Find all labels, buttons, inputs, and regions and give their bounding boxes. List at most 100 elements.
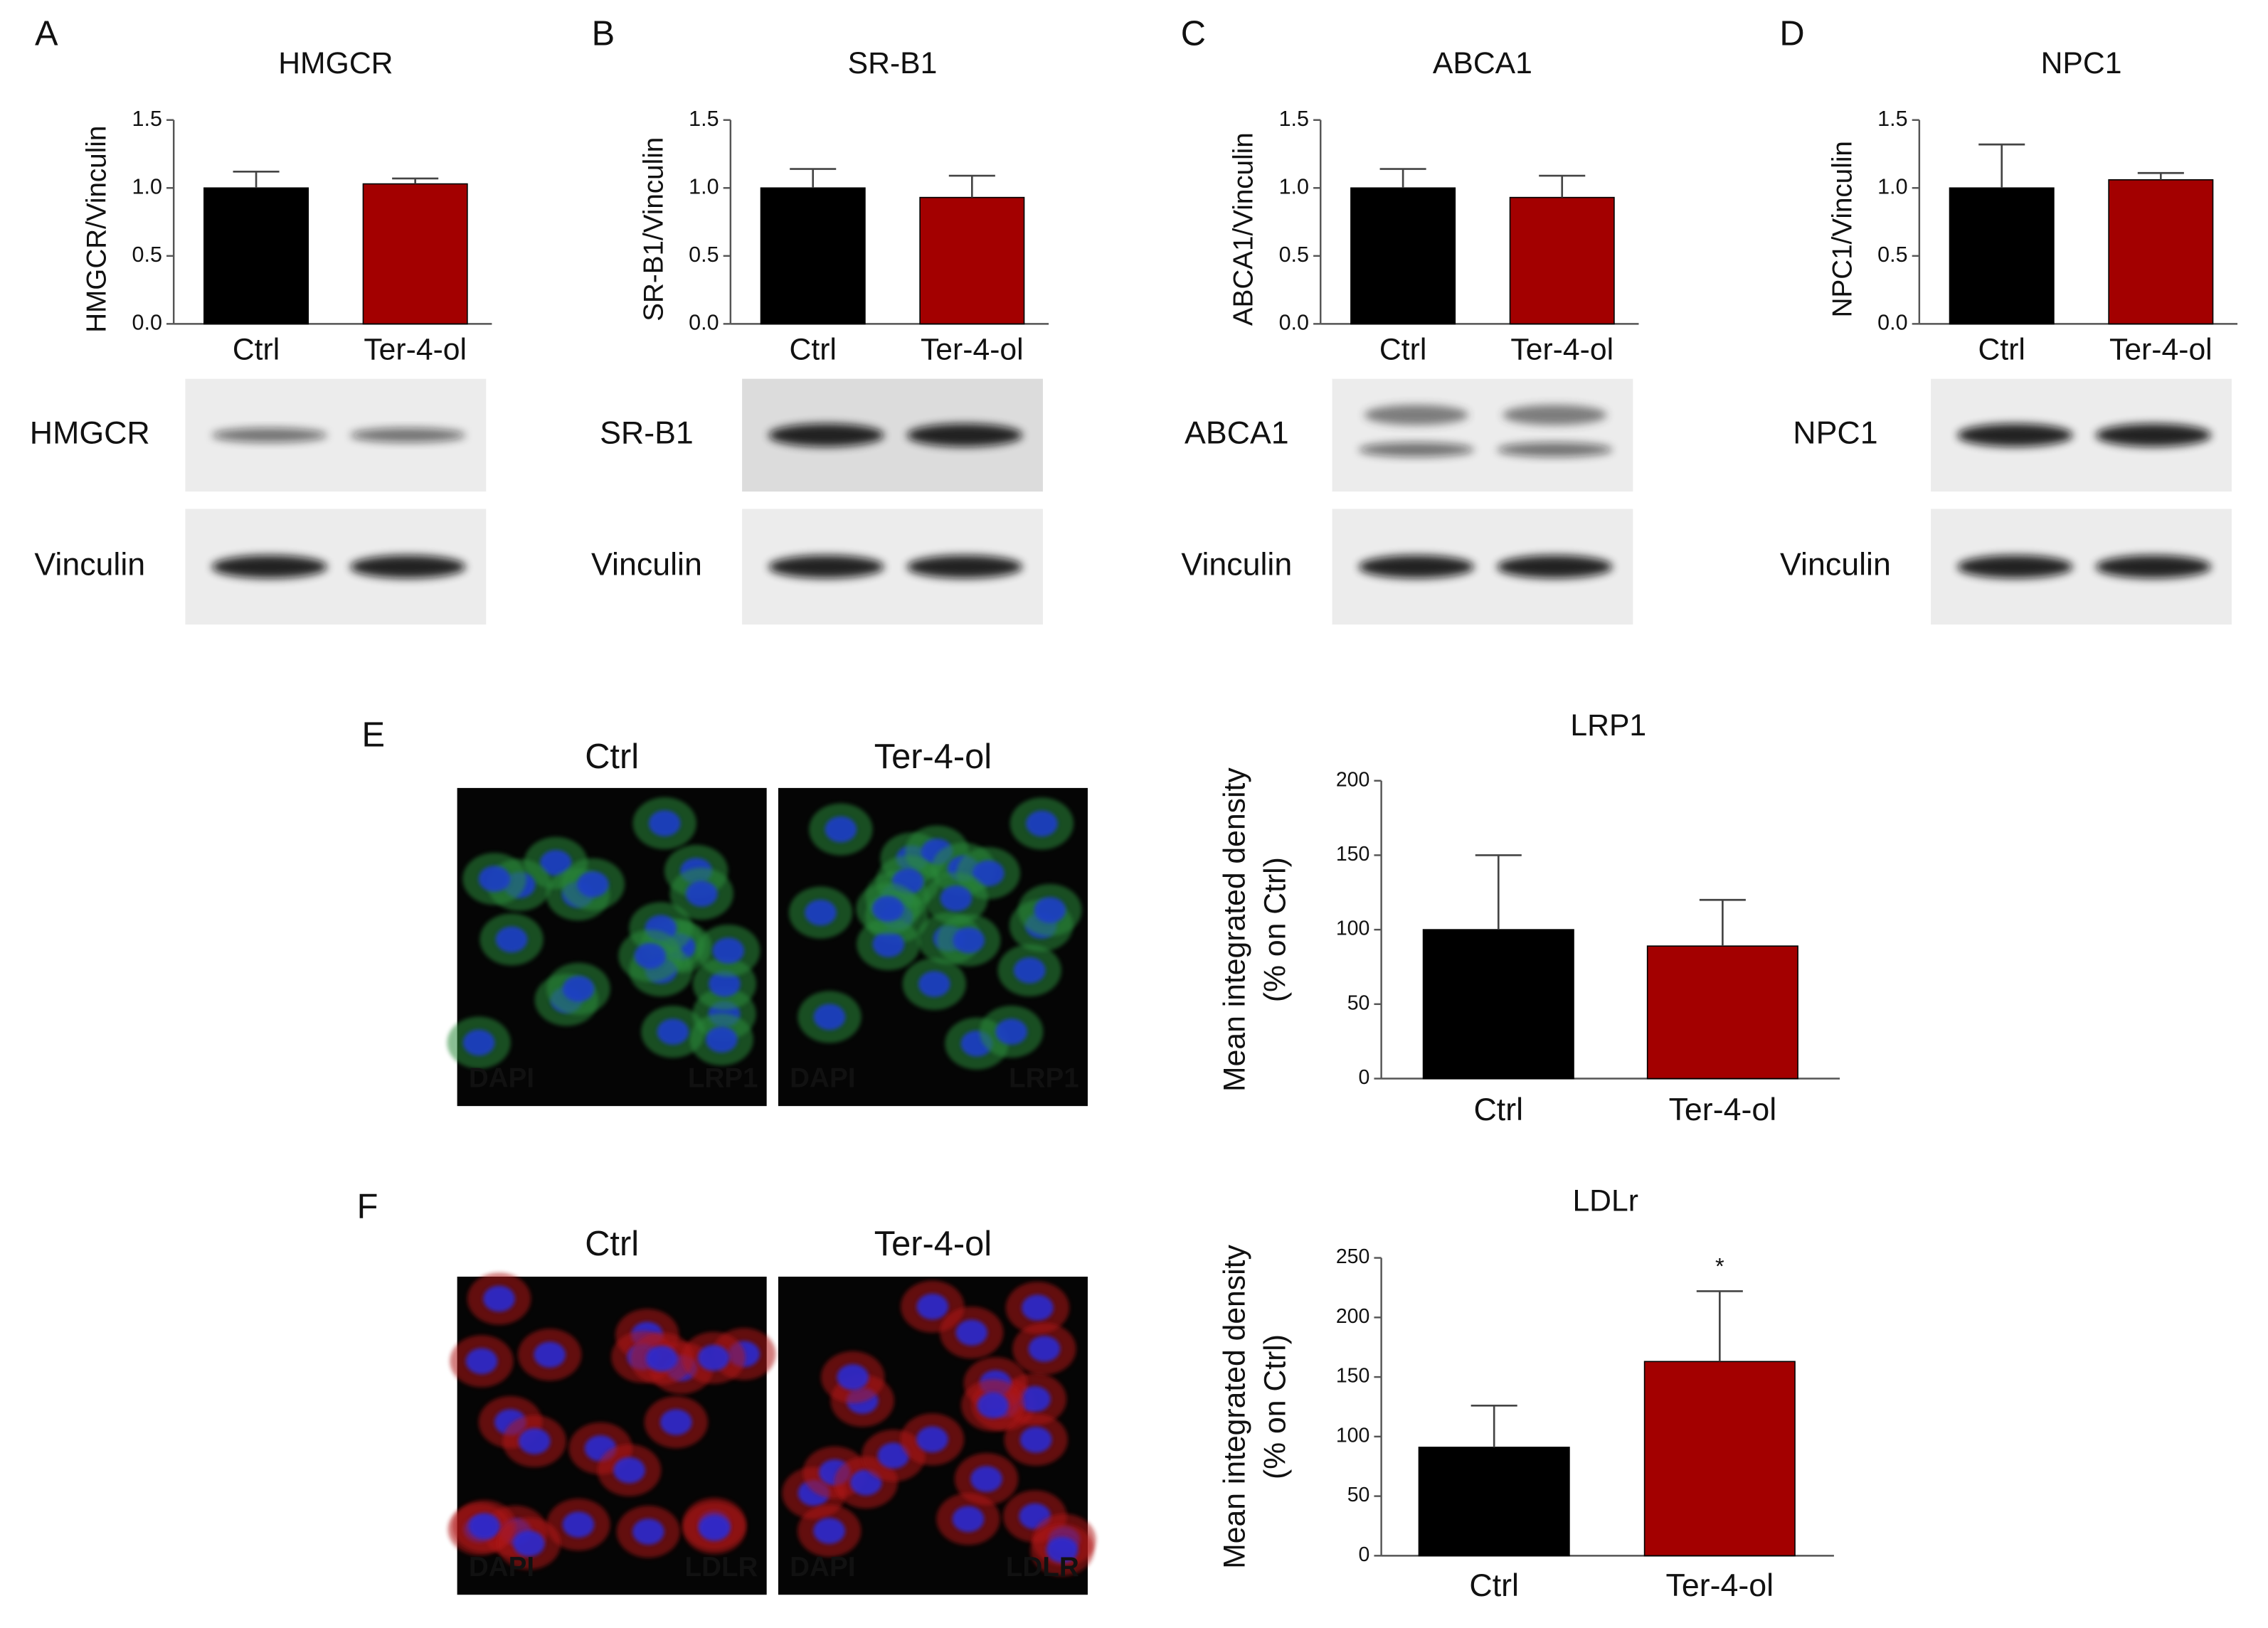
y-axis-label: Mean integrated density (1218, 767, 1252, 1092)
nucleus (813, 1518, 846, 1544)
bar (1643, 1361, 1796, 1557)
bar (1350, 187, 1456, 325)
nucleus (916, 1293, 949, 1320)
y-tick-label: 200 (1336, 1305, 1369, 1328)
y-tick-label: 0.0 (689, 310, 719, 334)
y-tick-label: 0.0 (1279, 310, 1309, 334)
blot-band (1358, 442, 1475, 457)
blot-band (768, 555, 884, 579)
bar (919, 196, 1025, 325)
y-tick-label: 1.5 (132, 107, 162, 131)
blot-label: Vinculin (1181, 548, 1292, 582)
error-bar (948, 174, 995, 198)
y-tick-label: 1.0 (689, 174, 719, 198)
x-tick-label: Ter-4-ol (1669, 1092, 1777, 1127)
stain-label: LRP1 (688, 1063, 758, 1094)
y-tick-label: 150 (1336, 843, 1369, 866)
blot-label: Vinculin (1780, 548, 1891, 582)
nucleus (871, 895, 904, 922)
error-bar (790, 168, 837, 188)
error-bar (2137, 171, 2184, 180)
stain-label: LDLR (685, 1552, 758, 1582)
chart-title: NPC1 (2041, 46, 2122, 80)
blot-band (1957, 555, 2073, 579)
blot-band (1957, 423, 2073, 447)
y-tick-label: 0.5 (689, 243, 719, 267)
nucleus (1019, 1426, 1052, 1453)
nucleus (659, 1409, 692, 1435)
x-tick-label: Ter-4-ol (1666, 1568, 1774, 1603)
nucleus (462, 1029, 495, 1056)
bar (1418, 1447, 1570, 1557)
panel-letter: F (357, 1187, 378, 1225)
nucleus (539, 850, 572, 876)
error-bar (1539, 174, 1586, 198)
y-axis-label: (% on Ctrl) (1258, 857, 1293, 1002)
nucleus (518, 1428, 551, 1454)
blot-band (350, 555, 466, 579)
stain-label: LRP1 (1009, 1063, 1079, 1094)
y-tick-label: 0.5 (1279, 243, 1309, 267)
x-tick-label: Ter-4-ol (1510, 332, 1613, 366)
x-tick-label: Ctrl (790, 332, 837, 366)
nucleus (1026, 810, 1058, 837)
y-tick-label: 0 (1359, 1066, 1370, 1089)
blot-band (1497, 442, 1613, 457)
nucleus (813, 1004, 846, 1031)
blot-image (1332, 378, 1633, 492)
nucleus (705, 1026, 738, 1053)
x-tick-label: Ter-4-ol (2109, 332, 2213, 366)
blot-band (1503, 405, 1607, 425)
nucleus (955, 1319, 988, 1346)
nucleus (645, 1345, 678, 1372)
blot-band (2095, 555, 2212, 579)
nucleus (825, 816, 857, 843)
y-tick-label: 1.0 (1279, 174, 1309, 198)
y-tick-label: 0.5 (1877, 243, 1907, 267)
stain-label: DAPI (790, 1063, 855, 1094)
chart-title: LRP1 (1570, 708, 1646, 743)
nucleus (495, 926, 528, 953)
nucleus (1028, 1336, 1061, 1362)
nucleus (534, 1341, 566, 1368)
blot-label: HMGCR (30, 416, 150, 451)
nucleus (877, 1442, 910, 1469)
nucleus (513, 1530, 545, 1557)
nucleus (1013, 957, 1046, 984)
panel-letter: D (1779, 15, 1804, 53)
nucleus (562, 1511, 595, 1538)
bar (1949, 187, 2055, 325)
significance-marker: * (1715, 1254, 1724, 1279)
panel-letter: B (592, 15, 615, 53)
nucleus (698, 1515, 731, 1541)
error-bar (1471, 1404, 1517, 1447)
y-tick-label: 100 (1336, 1424, 1369, 1447)
y-tick-label: 1.0 (1877, 174, 1907, 198)
nucleus (970, 1466, 1002, 1492)
y-axis-label: ABCA1/Vinculin (1229, 132, 1259, 326)
x-tick-label: Ctrl (1469, 1568, 1519, 1603)
blot-band (211, 555, 328, 579)
y-tick-label: 0 (1359, 1543, 1370, 1566)
stain-label: LDLR (1006, 1552, 1079, 1582)
error-bar (1978, 143, 2025, 188)
y-axis-label: SR-B1/Vinculin (638, 137, 669, 321)
stain-label: DAPI (469, 1552, 534, 1582)
chart-title: ABCA1 (1433, 46, 1532, 80)
y-tick-label: 150 (1336, 1365, 1369, 1388)
blot-band (1358, 555, 1475, 579)
nucleus (465, 1348, 498, 1375)
blot-band (211, 427, 328, 443)
blot-label: Vinculin (34, 548, 145, 582)
x-tick-label: Ctrl (233, 332, 280, 366)
nucleus (1034, 897, 1066, 923)
y-tick-label: 1.5 (1279, 107, 1309, 131)
y-tick-label: 100 (1336, 917, 1369, 940)
blot-label: Vinculin (591, 548, 702, 582)
stain-label: DAPI (469, 1063, 534, 1094)
y-tick-label: 1.5 (1877, 107, 1907, 131)
nucleus (709, 971, 741, 997)
bar (1646, 945, 1798, 1080)
